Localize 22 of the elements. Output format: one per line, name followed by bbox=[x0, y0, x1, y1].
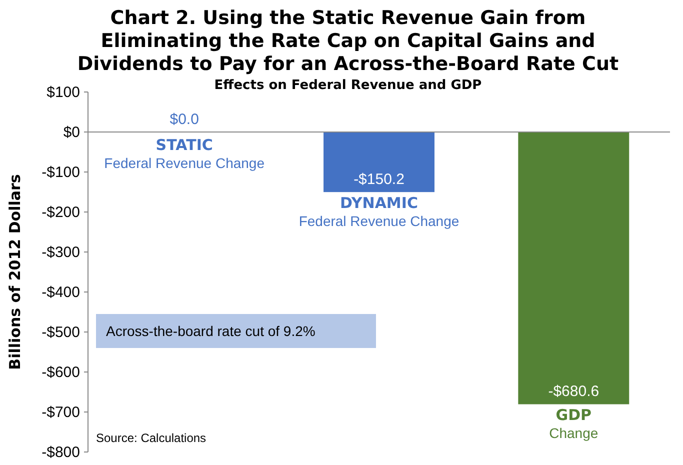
y-tick-label: -$100 bbox=[42, 164, 80, 181]
chart-subtitle: Effects on Federal Revenue and GDP bbox=[214, 78, 482, 93]
y-tick-label: $100 bbox=[46, 84, 80, 101]
chart-title: Chart 2. Using the Static Revenue Gain from Eliminating the Rate Cap on Capital Gains and Dividends to Pay for an Across-the-Board Rate Cut bbox=[77, 7, 619, 75]
y-tick-label: -$200 bbox=[42, 204, 80, 221]
x-tick-label: STATIC Federal Revenue Change bbox=[104, 136, 265, 171]
y-axis-title: Billions of 2012 Dollars bbox=[6, 174, 24, 370]
y-tick-label: -$700 bbox=[42, 404, 80, 421]
y-tick-label: $0 bbox=[63, 124, 80, 141]
y-tick-label: -$600 bbox=[42, 364, 80, 381]
x-tick-label: DYNAMIC Federal Revenue Change bbox=[298, 194, 460, 230]
x-tick-label: GDP Change bbox=[549, 406, 598, 442]
y-tick-label: -$300 bbox=[42, 244, 80, 261]
text-box: Across-the-board rate cut of 9.2% bbox=[96, 314, 376, 348]
y-tick-label: -$400 bbox=[42, 284, 80, 301]
y-tick-label: -$800 bbox=[42, 444, 80, 461]
data-label: -$680.6 bbox=[548, 383, 600, 400]
y-tick-label: -$500 bbox=[42, 324, 80, 341]
annotation: Source: Calculations bbox=[96, 431, 206, 445]
data-label: -$150.2 bbox=[354, 171, 404, 188]
data-label: $0.0 bbox=[170, 111, 199, 128]
annotation: Across-the-board rate cut of 9.2% bbox=[106, 323, 316, 339]
